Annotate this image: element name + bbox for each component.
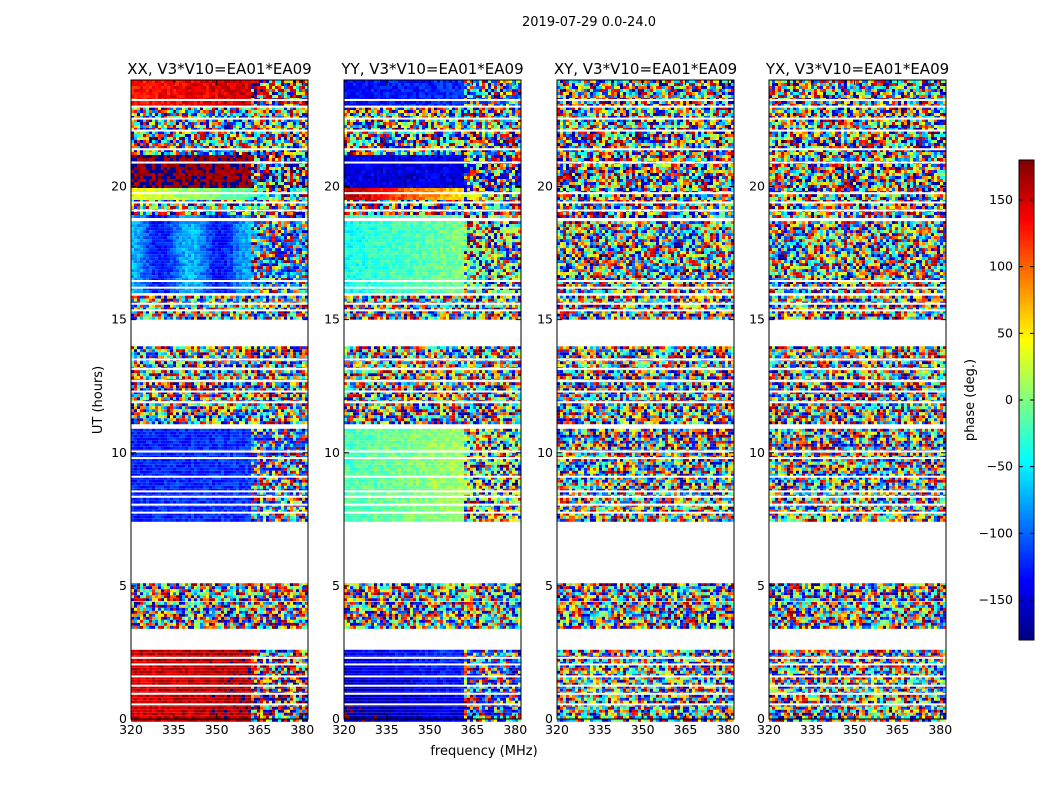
x-tick-label: 380 bbox=[928, 722, 952, 737]
y-tick-label: 5 bbox=[119, 578, 127, 593]
x-tick-label: 335 bbox=[162, 722, 186, 737]
colorbar-tick-label: −100 bbox=[979, 525, 1013, 540]
y-tick-label: 5 bbox=[545, 578, 553, 593]
x-tick-label: 365 bbox=[674, 722, 698, 737]
x-tick-label: 365 bbox=[248, 722, 272, 737]
x-tick-label: 350 bbox=[418, 722, 442, 737]
y-tick-label: 10 bbox=[111, 445, 127, 460]
y-tick-label: 10 bbox=[324, 445, 340, 460]
colorbar: 150 100 50 0 −50 −100 −150 bbox=[979, 160, 1034, 640]
colorbar-tick-label: 0 bbox=[1005, 392, 1013, 407]
y-tick-label: 10 bbox=[749, 445, 765, 460]
panel-title: YY, V3*V10=EA01*EA09 bbox=[340, 60, 523, 78]
x-tick-label: 365 bbox=[886, 722, 910, 737]
x-tick-label: 365 bbox=[461, 722, 485, 737]
y-tick-label: 5 bbox=[757, 578, 765, 593]
x-tick-label: 350 bbox=[631, 722, 655, 737]
x-tick-label: 335 bbox=[588, 722, 612, 737]
phase-cells bbox=[131, 80, 308, 722]
y-tick-label: 15 bbox=[537, 312, 553, 327]
x-tick-label: 380 bbox=[290, 722, 314, 737]
colorbar-tick-label: −150 bbox=[979, 592, 1013, 607]
y-tick-label: 20 bbox=[324, 179, 340, 194]
colorbar-tick-label: 150 bbox=[989, 192, 1013, 207]
colorbar-tick-label: −50 bbox=[987, 459, 1013, 474]
phase-cells bbox=[344, 80, 521, 722]
phase-cells bbox=[769, 80, 946, 722]
y-tick-label: 0 bbox=[332, 711, 340, 726]
y-tick-label: 0 bbox=[119, 711, 127, 726]
x-tick-label: 335 bbox=[800, 722, 824, 737]
x-tick-label: 335 bbox=[375, 722, 399, 737]
x-tick-label: 350 bbox=[205, 722, 229, 737]
figure-title: 2019-07-29 0.0-24.0 bbox=[522, 15, 656, 30]
panel-title: XX, V3*V10=EA01*EA09 bbox=[127, 60, 311, 78]
phase-cells bbox=[557, 80, 734, 722]
y-tick-label: 10 bbox=[537, 445, 553, 460]
y-tick-label: 20 bbox=[537, 179, 553, 194]
x-tick-label: 380 bbox=[503, 722, 527, 737]
colorbar-label: phase (deg.) bbox=[963, 359, 978, 441]
colorbar-tick-label: 100 bbox=[989, 259, 1013, 274]
panel-title: XY, V3*V10=EA01*EA09 bbox=[554, 60, 737, 78]
y-tick-label: 0 bbox=[757, 711, 765, 726]
y-tick-label: 0 bbox=[545, 711, 553, 726]
panel-title: YX, V3*V10=EA01*EA09 bbox=[765, 60, 949, 78]
x-axis-label: frequency (MHz) bbox=[430, 744, 537, 759]
y-axis-label: UT (hours) bbox=[91, 366, 106, 434]
colorbar-tick-label: 50 bbox=[997, 325, 1013, 340]
y-tick-label: 15 bbox=[111, 312, 127, 327]
y-tick-label: 15 bbox=[749, 312, 765, 327]
x-tick-label: 380 bbox=[716, 722, 740, 737]
y-tick-label: 15 bbox=[324, 312, 340, 327]
x-tick-label: 350 bbox=[843, 722, 867, 737]
y-tick-label: 20 bbox=[111, 179, 127, 194]
y-tick-label: 5 bbox=[332, 578, 340, 593]
y-tick-label: 20 bbox=[749, 179, 765, 194]
